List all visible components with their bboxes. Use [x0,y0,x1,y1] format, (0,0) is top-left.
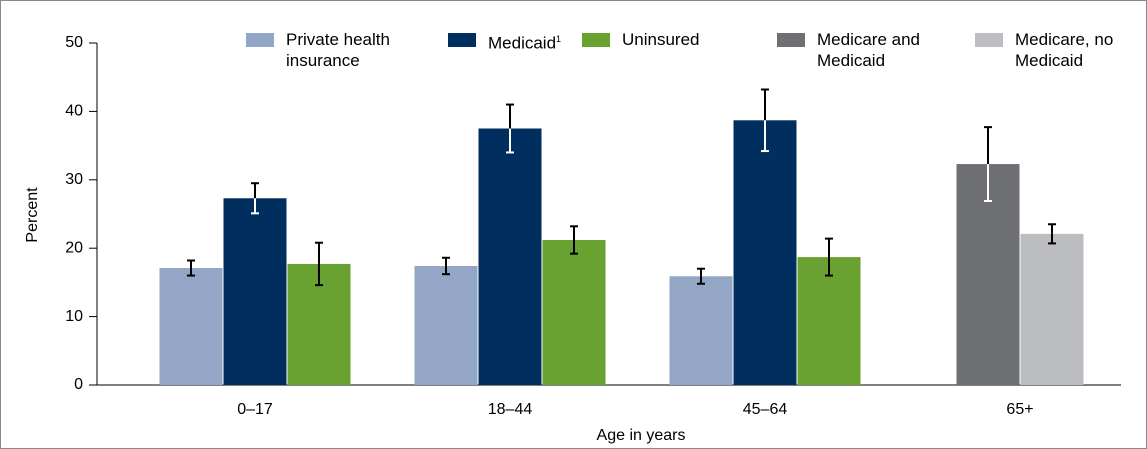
error-bar [984,126,992,203]
error-bar [570,225,578,255]
bar [223,198,287,385]
error-bar [697,267,705,285]
legend-swatch [975,33,1003,47]
legend-label: Uninsured [622,29,752,50]
legend-swatch [777,33,805,47]
error-bar [187,259,195,277]
legend-text: Medicare, no Medicaid [1015,30,1114,70]
y-tick-label: 20 [65,239,83,256]
footnote-marker: 1 [556,34,562,44]
x-tick-label: 65+ [1006,401,1033,418]
y-tick-label: 10 [65,308,83,325]
x-tick-label: 0–17 [237,401,273,418]
legend-label: Medicare, no Medicaid [1015,29,1145,71]
legend-swatch [246,33,274,47]
error-bar [1048,223,1056,245]
x-tick-label: 18–44 [488,401,533,418]
legend-label: Medicaid1 [488,29,618,54]
y-tick-label: 50 [65,34,83,51]
x-tick-label: 45–64 [743,401,788,418]
y-tick-label: 40 [65,103,83,120]
legend-text: Uninsured [622,30,700,49]
bar [797,257,861,385]
error-bar [825,237,833,277]
y-axis-title: Percent [24,187,41,243]
bar [542,239,606,385]
bar [733,120,797,386]
legend-swatch [582,33,610,47]
legend-item: Uninsured [582,29,752,50]
error-bar [315,241,323,287]
y-tick-label: 0 [74,376,83,393]
bar [478,128,542,385]
legend-item: Medicare and Medicaid [777,29,947,71]
legend-item: Medicare, no Medicaid [975,29,1145,71]
legend-text: Medicaid [488,33,557,53]
legend-item: Private health insurance [246,29,416,71]
bar [669,276,733,385]
legend-text: Private health insurance [286,30,390,70]
error-bar [251,182,259,215]
y-tick-label: 30 [65,171,83,188]
bar [1020,233,1084,385]
legend-label: Private health insurance [286,29,416,71]
x-axis-title: Age in years [597,427,686,444]
legend-swatch [448,33,476,47]
legend-text: Medicare and Medicaid [817,30,921,70]
error-bar [761,88,769,153]
bar [159,268,223,385]
legend-label: Medicare and Medicaid [817,29,947,71]
legend-item: Medicaid1 [448,29,618,54]
error-bar [506,103,514,154]
error-bar [442,256,450,276]
bar [414,265,478,385]
